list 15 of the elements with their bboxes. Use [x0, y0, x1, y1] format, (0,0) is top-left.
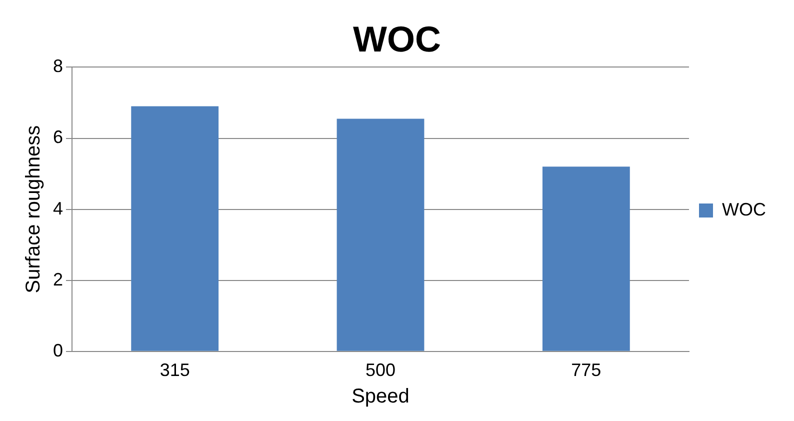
y-tick-label: 2 [52, 269, 64, 290]
y-tick-label: 8 [52, 56, 64, 76]
bar [336, 118, 424, 351]
bar [131, 106, 219, 351]
y-axis-title: Surface roughness [22, 125, 45, 294]
legend-label: WOC [722, 199, 766, 220]
chart-title: WOC [353, 18, 441, 60]
y-tick-label: 0 [52, 340, 64, 360]
bar [542, 166, 630, 351]
y-tick-label: 4 [52, 198, 64, 218]
x-tick-label: 775 [571, 360, 602, 380]
x-axis-title: Speed [352, 386, 410, 408]
y-tick-label: 6 [52, 127, 64, 148]
x-tick-label: 315 [160, 360, 190, 380]
x-tick-label: 500 [365, 360, 396, 380]
